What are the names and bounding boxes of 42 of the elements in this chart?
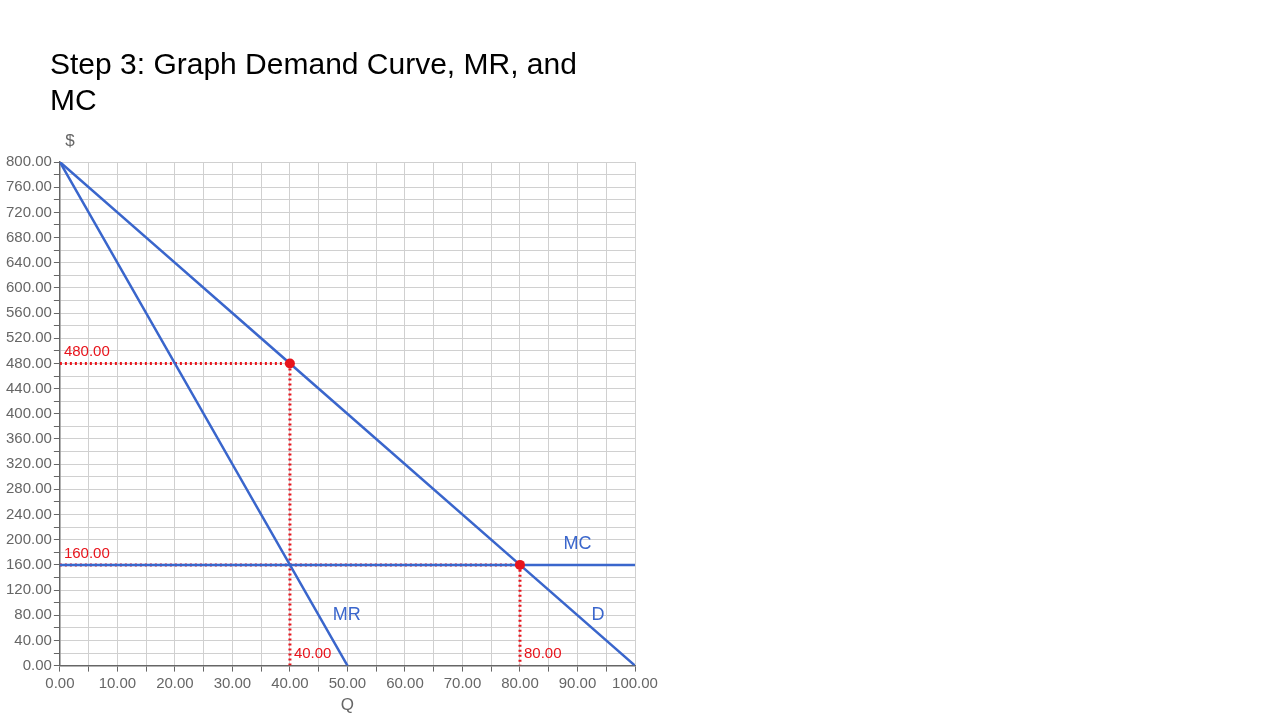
x-tick-label: 30.00 xyxy=(213,673,252,691)
y-tick-label: 400.00 xyxy=(5,403,52,421)
y-tick-label: 40.00 xyxy=(14,630,52,648)
series-label: D xyxy=(591,604,605,625)
y-tick-label: 280.00 xyxy=(5,479,52,497)
y-tick-label: 800.00 xyxy=(5,152,52,170)
y-tick-label: 320.00 xyxy=(5,454,52,472)
x-tick-label: 100.00 xyxy=(612,673,658,691)
series-label: MC xyxy=(563,532,592,553)
annotation: 160.00 xyxy=(63,543,110,561)
y-tick-label: 120.00 xyxy=(5,580,52,598)
y-tick-label: 0.00 xyxy=(22,655,52,673)
series-label: MR xyxy=(332,604,361,625)
y-tick-label: 640.00 xyxy=(5,252,52,270)
y-tick-label: 480.00 xyxy=(5,353,52,371)
y-tick-label: 600.00 xyxy=(5,278,52,296)
x-axis-title: Q xyxy=(340,695,355,715)
y-axis-title: $ xyxy=(65,131,76,151)
y-tick-label: 240.00 xyxy=(5,504,52,522)
annotation: 80.00 xyxy=(523,644,562,662)
y-tick-label: 520.00 xyxy=(5,328,52,346)
x-tick-label: 40.00 xyxy=(271,673,309,691)
y-tick-label: 680.00 xyxy=(5,227,52,245)
annotation: 40.00 xyxy=(293,644,332,662)
y-tick-label: 560.00 xyxy=(5,303,52,321)
x-tick-label: 0.00 xyxy=(45,673,75,691)
y-tick-label: 200.00 xyxy=(5,529,52,547)
chart-title: Step 3: Graph Demand Curve, MR, and MC xyxy=(50,46,578,118)
y-tick-label: 160.00 xyxy=(5,555,52,573)
y-tick-label: 440.00 xyxy=(5,378,52,396)
x-tick-label: 80.00 xyxy=(501,673,539,691)
x-tick-label: 70.00 xyxy=(443,673,482,691)
x-tick-label: 50.00 xyxy=(328,673,367,691)
y-tick-label: 760.00 xyxy=(5,177,52,195)
x-tick-label: 10.00 xyxy=(98,673,137,691)
annotation: 480.00 xyxy=(63,342,110,360)
y-tick-label: 360.00 xyxy=(5,429,52,447)
x-tick-label: 60.00 xyxy=(386,673,424,691)
x-tick-label: 20.00 xyxy=(156,673,194,691)
y-tick-label: 80.00 xyxy=(14,605,52,623)
y-tick-label: 720.00 xyxy=(5,202,52,220)
x-tick-label: 90.00 xyxy=(558,673,597,691)
